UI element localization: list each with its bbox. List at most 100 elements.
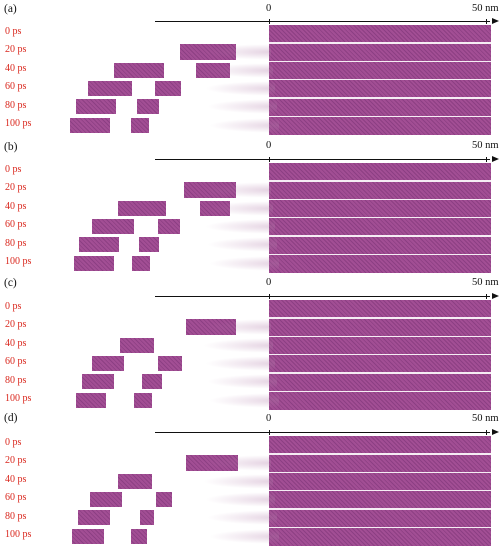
ejected-fragment: [200, 200, 230, 216]
row-separator: [269, 335, 491, 338]
ejected-fragment: [156, 491, 172, 508]
row-label: 100 ps: [5, 256, 32, 267]
x-axis: [155, 21, 490, 22]
row-label: 60 ps: [5, 492, 27, 503]
ejected-fragment: [79, 237, 119, 253]
tick-label-zero: 0: [266, 140, 272, 151]
ejected-fragment: [88, 80, 132, 97]
row-separator: [269, 78, 491, 81]
axis-arrow-icon: [492, 155, 499, 162]
row-separator: [269, 180, 491, 182]
particle-cloud: [207, 374, 277, 390]
tick-label-end: 50 nm: [472, 140, 499, 151]
row-label: 0 ps: [5, 437, 22, 448]
tick-label-zero: 0: [266, 413, 272, 424]
ejected-fragment: [132, 255, 150, 271]
row-separator: [269, 198, 491, 201]
row-label: 40 ps: [5, 201, 27, 212]
row-label: 100 ps: [5, 529, 32, 540]
row-separator: [269, 526, 491, 528]
row-separator: [269, 253, 491, 255]
particle-cloud: [203, 62, 273, 78]
tick-end: [486, 294, 487, 299]
row-separator: [269, 42, 491, 44]
row-separator: [269, 317, 491, 319]
row-separator: [269, 508, 491, 510]
panel-label: (c): [4, 277, 17, 289]
row-separator: [269, 372, 491, 374]
tick-label-zero: 0: [266, 277, 272, 288]
row-separator: [269, 235, 491, 237]
row-label: 40 ps: [5, 338, 27, 349]
row-label: 80 ps: [5, 238, 27, 249]
particle-cloud: [201, 319, 271, 335]
row-separator: [269, 471, 491, 474]
ejected-fragment: [82, 374, 114, 390]
particle-cloud: [209, 117, 279, 133]
ejected-fragment: [120, 337, 154, 353]
row-separator: [269, 353, 491, 356]
ejected-fragment: [137, 99, 159, 115]
ejected-fragment: [134, 392, 152, 408]
row-label: 80 ps: [5, 100, 27, 111]
tick-label-end: 50 nm: [472, 3, 499, 14]
particle-cloud: [203, 200, 273, 216]
row-label: 100 ps: [5, 393, 32, 404]
ejected-fragment: [74, 255, 114, 271]
ejected-fragment: [180, 44, 236, 60]
row-label: 60 ps: [5, 356, 27, 367]
panel-label: (d): [4, 412, 18, 424]
ejected-fragment: [131, 528, 147, 544]
row-label: 0 ps: [5, 164, 22, 175]
ejected-fragment: [142, 374, 162, 390]
row-label: 20 ps: [5, 182, 27, 193]
ejected-fragment: [118, 473, 152, 489]
particle-cloud: [209, 255, 279, 271]
tick-end: [486, 157, 487, 162]
ejected-fragment: [76, 99, 116, 115]
particle-cloud: [201, 455, 271, 471]
row-label: 0 ps: [5, 26, 22, 37]
row-label: 80 ps: [5, 375, 27, 386]
row-separator: [269, 97, 491, 99]
axis-arrow-icon: [492, 428, 499, 435]
ejected-fragment: [118, 200, 166, 216]
x-axis: [155, 432, 490, 433]
tick-zero: [269, 430, 270, 435]
row-separator: [269, 216, 491, 219]
axis-arrow-icon: [492, 17, 499, 24]
row-label: 40 ps: [5, 474, 27, 485]
tick-end: [486, 19, 487, 24]
tick-end: [486, 430, 487, 435]
particle-cloud: [209, 528, 279, 544]
row-label: 100 ps: [5, 118, 32, 129]
particle-cloud: [207, 237, 277, 253]
row-separator: [269, 115, 491, 117]
row-label: 20 ps: [5, 319, 27, 330]
row-separator: [269, 453, 491, 455]
row-label: 80 ps: [5, 511, 27, 522]
tick-label-end: 50 nm: [472, 413, 499, 424]
particle-cloud: [205, 491, 275, 508]
particle-cloud: [207, 510, 277, 526]
x-axis: [155, 159, 490, 160]
panel-label: (a): [4, 3, 17, 15]
ejected-fragment: [131, 117, 149, 133]
row-separator: [269, 60, 491, 63]
ejected-fragment: [140, 510, 154, 526]
particle-cloud: [201, 182, 271, 198]
tick-zero: [269, 157, 270, 162]
ejected-fragment: [92, 218, 134, 235]
ejected-fragment: [158, 218, 180, 235]
ejected-fragment: [114, 62, 164, 78]
x-axis: [155, 296, 490, 297]
row-separator: [269, 489, 491, 492]
particle-cloud: [209, 392, 279, 408]
ejected-fragment: [70, 117, 110, 133]
ejected-fragment: [139, 237, 159, 253]
tick-label-zero: 0: [266, 3, 272, 14]
particle-cloud: [207, 99, 277, 115]
tick-zero: [269, 19, 270, 24]
ejected-fragment: [76, 392, 106, 408]
row-separator: [269, 390, 491, 392]
